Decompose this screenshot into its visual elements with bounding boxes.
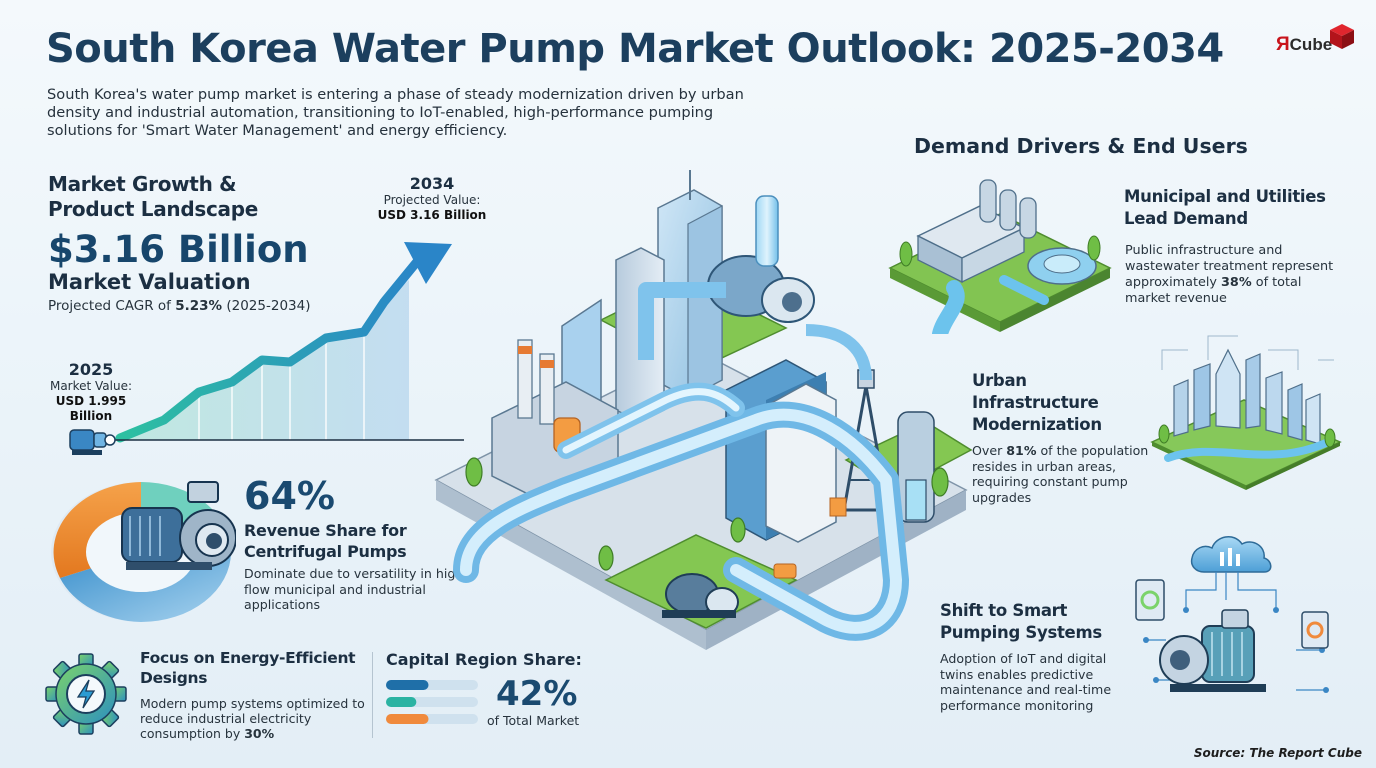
end-label: Projected Value: — [383, 193, 481, 207]
municipal-description: Public infrastructure and wastewater tre… — [1125, 243, 1334, 306]
capital-bar-fill — [386, 714, 429, 724]
end-year: 2034 — [409, 174, 455, 193]
cube-icon — [1330, 24, 1354, 49]
urban-heading: Urban Infrastructure Modernization — [972, 371, 1102, 434]
municipal-share-value: 38% — [1221, 275, 1252, 290]
urban-population-value: 81% — [1006, 443, 1037, 458]
urban-description: Over 81% of the population resides in ur… — [972, 443, 1149, 505]
market-growth-heading: Market Growth & Product Landscape — [48, 172, 259, 221]
end-value: USD 3.16 Billion — [377, 208, 487, 222]
wastewater-plant-icon — [888, 179, 1112, 334]
cagr-text: Projected CAGR of 5.23% (2025-2034) — [48, 298, 311, 314]
cagr-value: 5.23% — [175, 298, 223, 314]
report-cube-logo[interactable]: ЯCube — [1272, 22, 1358, 62]
centrifugal-share-donut — [51, 481, 236, 622]
capital-share-sub: of Total Market — [487, 713, 580, 728]
municipal-heading: Municipal and Utilities Lead Demand — [1124, 187, 1326, 228]
end-year-callout: 2034 Projected Value: USD 3.16 Billion — [370, 174, 494, 223]
growth-area-chart — [114, 242, 464, 443]
smart-pump-iot-icon — [1135, 536, 1329, 693]
section-divider — [372, 652, 373, 738]
start-value: USD 1.995 Billion — [55, 394, 127, 423]
market-valuation-label: Market Valuation — [48, 270, 251, 294]
smart-pumping-description: Adoption of IoT and digital twins enable… — [940, 651, 1112, 713]
logo-letter: Я — [1276, 34, 1290, 55]
demand-drivers-heading: Demand Drivers & End Users — [914, 134, 1248, 158]
start-label: Market Value: — [49, 379, 133, 393]
page-title: South Korea Water Pump Market Outlook: 2… — [46, 26, 1224, 72]
start-year: 2025 — [68, 360, 114, 379]
logo-text: Cube — [1289, 35, 1333, 54]
energy-heading: Focus on Energy-Efficient Designs — [140, 649, 356, 687]
market-valuation-value: $3.16 Billion — [48, 228, 309, 271]
energy-description: Modern pump systems optimized to reduce … — [140, 696, 365, 741]
capital-bar-fill — [386, 680, 429, 690]
capital-share-value: 42% — [496, 674, 578, 714]
energy-savings-value: 30% — [244, 726, 275, 741]
intro-paragraph: South Korea's water pump market is enter… — [47, 86, 744, 139]
centrifugal-description: Dominate due to versatility in high-flow… — [244, 566, 468, 612]
smart-pumping-heading: Shift to Smart Pumping Systems — [940, 601, 1102, 642]
centrifugal-share-value: 64% — [244, 474, 335, 518]
capital-region-heading: Capital Region Share: — [386, 650, 582, 669]
capital-share-bars — [386, 680, 478, 724]
source-credit: Source: The Report Cube — [1193, 746, 1362, 760]
start-year-callout: 2025 Market Value: USD 1.995 Billion — [36, 360, 146, 424]
water-infrastructure-illustration — [434, 170, 973, 650]
urban-city-icon — [1150, 335, 1342, 490]
capital-bar-fill — [386, 697, 417, 707]
centrifugal-heading: Revenue Share for Centrifugal Pumps — [244, 521, 407, 561]
small-pump-icon — [69, 429, 116, 455]
energy-gear-icon — [45, 653, 127, 735]
